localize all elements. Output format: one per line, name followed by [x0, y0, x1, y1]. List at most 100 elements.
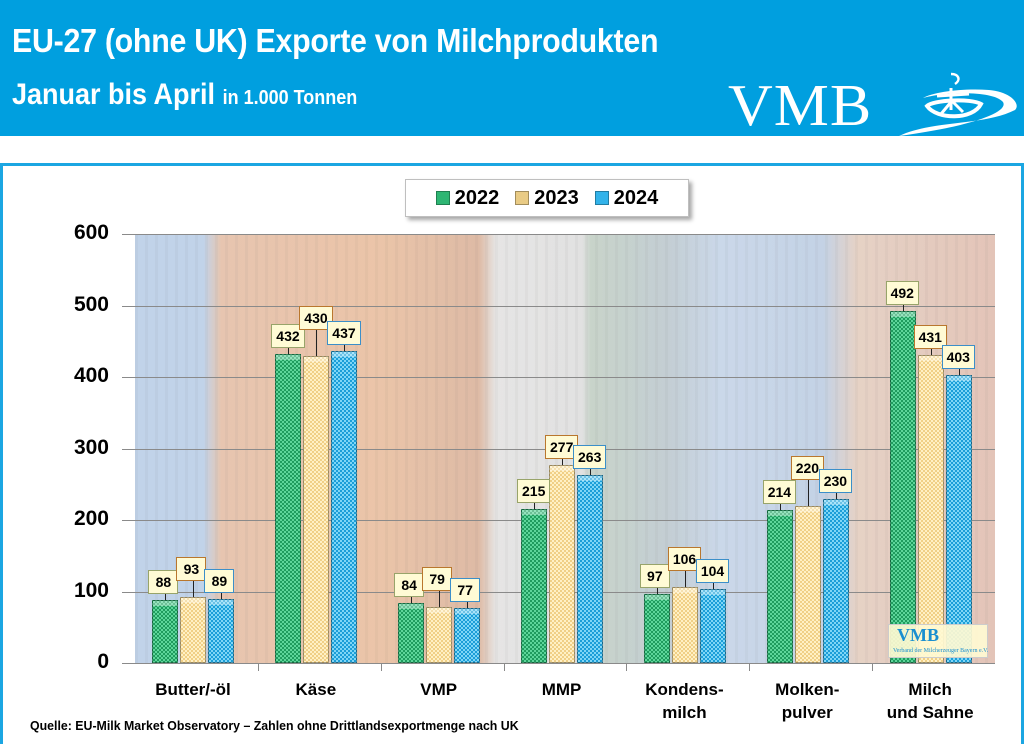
- category-label-line: VMP: [420, 680, 458, 699]
- data-label: 89: [204, 569, 235, 594]
- bar-2022: [398, 602, 425, 663]
- leader-line: [684, 571, 686, 588]
- leader-line: [411, 596, 413, 603]
- leader-line: [656, 587, 658, 594]
- vmb-logo-icon: [899, 72, 1017, 136]
- y-tick: [122, 663, 135, 664]
- category-label: Milch und Sahne: [869, 678, 991, 724]
- bar-2024: [945, 374, 972, 663]
- data-label: 432: [271, 324, 305, 349]
- leader-line: [288, 348, 290, 355]
- leader-line: [316, 329, 318, 356]
- category-label-line: Milch: [908, 680, 952, 699]
- y-tick: [122, 234, 135, 235]
- chart-legend: 2022 2023 2024: [405, 179, 689, 217]
- legend-item-2024: 2024: [594, 186, 659, 210]
- legend-swatch-2022: [435, 191, 450, 205]
- chart-subtitle: Januar bis April in 1.000 Tonnen: [12, 78, 357, 112]
- chart-title: EU-27 (ohne UK) Exporte von Milchprodukt…: [12, 22, 659, 59]
- leader-line: [835, 492, 837, 499]
- data-label: 215: [517, 479, 551, 504]
- chart-frame: [0, 163, 1024, 744]
- bar-2024: [699, 588, 726, 663]
- leader-line: [958, 368, 960, 375]
- leader-line: [807, 479, 809, 506]
- leader-line: [902, 305, 904, 312]
- header-banner: EU-27 (ohne UK) Exporte von Milchprodukt…: [0, 0, 1024, 136]
- chart-frame-right: [1021, 163, 1024, 744]
- y-tick-label: 500: [73, 292, 109, 316]
- y-tick: [122, 591, 135, 593]
- y-tick: [122, 520, 135, 521]
- data-label: 77: [450, 577, 481, 602]
- x-tick: [503, 663, 505, 671]
- category-label-line: Kondens-: [645, 680, 724, 699]
- category-label-line: milch: [662, 703, 707, 722]
- legend-label: 2023: [534, 186, 579, 209]
- gridline: [135, 305, 995, 307]
- data-label: 220: [790, 455, 825, 480]
- category-label: Molken-pulver: [746, 678, 868, 724]
- unit-label: in 1.000 Tonnen: [222, 87, 358, 109]
- bar-2023: [549, 464, 575, 663]
- y-tick: [122, 305, 135, 307]
- data-label: 403: [941, 344, 975, 369]
- data-label: 431: [913, 324, 947, 349]
- legend-label: 2024: [613, 186, 659, 209]
- legend-label: 2022: [454, 186, 500, 209]
- bar-2024: [822, 498, 849, 663]
- leader-line: [590, 468, 591, 475]
- bar-2024: [331, 350, 358, 663]
- bar-2023: [671, 587, 698, 663]
- bar-2024: [208, 599, 235, 663]
- data-label: 84: [394, 572, 425, 597]
- data-label: 93: [176, 556, 207, 581]
- watermark-title: VMB: [897, 625, 939, 645]
- data-label: 430: [299, 305, 333, 330]
- y-tick: [122, 448, 135, 450]
- x-tick: [872, 663, 874, 671]
- gridline: [135, 377, 995, 378]
- category-label-line: MMP: [541, 680, 582, 699]
- y-tick-label: 0: [97, 650, 109, 673]
- bar-2022: [889, 311, 916, 663]
- category-label-line: und Sahne: [886, 703, 974, 722]
- bar-2023: [917, 354, 944, 663]
- x-tick: [380, 663, 382, 671]
- leader-line: [467, 601, 469, 608]
- x-tick: [626, 663, 628, 671]
- bar-2023: [794, 505, 821, 663]
- leader-line: [165, 594, 167, 601]
- y-tick-label: 300: [73, 435, 109, 459]
- data-label: 492: [885, 281, 919, 306]
- leader-line: [930, 348, 932, 355]
- gridline: [135, 234, 995, 235]
- leader-line: [193, 580, 195, 597]
- leader-line: [439, 590, 441, 607]
- bar-2023: [303, 355, 330, 663]
- data-label: 88: [148, 570, 179, 595]
- vmb-watermark-logo: VMB Verband der Milcherzeuger Bayern e.V…: [888, 624, 988, 658]
- source-note: Quelle: EU-Milk Market Observatory – Zah…: [30, 718, 519, 733]
- leader-line: [562, 458, 563, 465]
- y-tick-label: 200: [73, 507, 109, 530]
- x-axis: [135, 663, 995, 664]
- data-label: 97: [639, 563, 670, 588]
- leader-line: [712, 582, 714, 589]
- category-label-line: Käse: [295, 680, 337, 699]
- legend-item-2023: 2023: [515, 187, 579, 210]
- leader-line: [221, 593, 223, 600]
- category-label: Käse: [255, 678, 377, 701]
- category-label: VMP: [378, 678, 500, 701]
- bar-2022: [766, 509, 793, 663]
- bar-2024: [577, 474, 603, 663]
- bar-2022: [275, 354, 302, 663]
- bar-2022: [643, 593, 670, 663]
- data-label: 79: [422, 566, 453, 591]
- data-label: 230: [818, 468, 853, 493]
- x-tick: [749, 663, 751, 671]
- bar-2024: [454, 607, 481, 663]
- category-label-line: pulver: [781, 703, 833, 722]
- bar-2022: [152, 600, 179, 663]
- data-label: 214: [762, 479, 797, 504]
